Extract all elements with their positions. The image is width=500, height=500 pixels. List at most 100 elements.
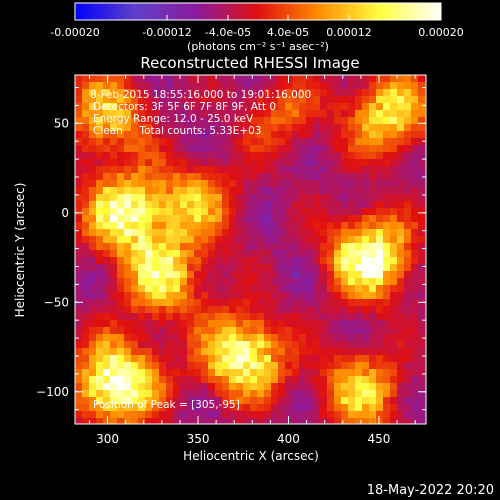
heatmap-cell — [334, 180, 341, 187]
heatmap-cell — [411, 411, 418, 418]
heatmap-cell — [208, 131, 215, 138]
heatmap-cell — [194, 117, 201, 124]
heatmap-cell — [110, 250, 117, 257]
heatmap-cell — [278, 390, 285, 397]
heatmap-cell — [166, 229, 173, 236]
heatmap-cell — [159, 313, 166, 320]
heatmap-cell — [411, 166, 418, 173]
heatmap-cell — [327, 152, 334, 159]
x-tick-label: 300 — [96, 432, 119, 446]
heatmap-cell — [250, 89, 257, 96]
heatmap-cell — [390, 180, 397, 187]
heatmap-cell — [411, 362, 418, 369]
heatmap-cell — [222, 320, 229, 327]
heatmap-cell — [75, 208, 82, 215]
heatmap-cell — [145, 264, 152, 271]
heatmap-cell — [103, 376, 110, 383]
heatmap-cell — [138, 110, 145, 117]
heatmap-cell — [250, 418, 257, 424]
heatmap-cell — [201, 404, 208, 411]
heatmap-cell — [124, 96, 131, 103]
heatmap-cell — [145, 201, 152, 208]
heatmap-cell — [306, 271, 313, 278]
heatmap-cell — [124, 348, 131, 355]
heatmap-cell — [215, 124, 222, 131]
heatmap-cell — [292, 138, 299, 145]
heatmap-cell — [243, 257, 250, 264]
heatmap-cell — [362, 194, 369, 201]
heatmap-cell — [96, 215, 103, 222]
heatmap-cell — [257, 145, 264, 152]
heatmap-cell — [250, 166, 257, 173]
heatmap-cell — [383, 173, 390, 180]
heatmap-cell — [159, 187, 166, 194]
heatmap-cell — [124, 222, 131, 229]
heatmap-cell — [327, 404, 334, 411]
heatmap-cell — [152, 411, 159, 418]
heatmap-cell — [369, 341, 376, 348]
heatmap-cell — [124, 131, 131, 138]
heatmap-cell — [376, 292, 383, 299]
heatmap-cell — [271, 285, 278, 292]
heatmap-cell — [285, 404, 292, 411]
heatmap-cell — [327, 264, 334, 271]
heatmap-cell — [103, 369, 110, 376]
heatmap-cell — [229, 306, 236, 313]
heatmap-cell — [411, 355, 418, 362]
heatmap-cell — [194, 341, 201, 348]
heatmap-cell — [103, 222, 110, 229]
heatmap-cell — [103, 327, 110, 334]
heatmap-cell — [271, 376, 278, 383]
heatmap-cell — [418, 362, 425, 369]
heatmap-cell — [145, 292, 152, 299]
heatmap-cell — [194, 397, 201, 404]
heatmap-cell — [355, 348, 362, 355]
heatmap-cell — [75, 404, 82, 411]
heatmap-cell — [131, 82, 138, 89]
heatmap-cell — [299, 411, 306, 418]
heatmap-cell — [110, 117, 117, 124]
heatmap-cell — [96, 418, 103, 424]
heatmap-cell — [110, 222, 117, 229]
heatmap-cell — [348, 299, 355, 306]
annotation-time-range: 8-Feb-2015 18:55:16.000 to 19:01:16.000 — [90, 89, 311, 101]
heatmap-cell — [229, 215, 236, 222]
heatmap-cell — [131, 117, 138, 124]
heatmap-cell — [278, 222, 285, 229]
heatmap-cell — [306, 75, 313, 82]
heatmap-cell — [320, 124, 327, 131]
heatmap-cell — [180, 355, 187, 362]
heatmap-cell — [313, 257, 320, 264]
heatmap-cell — [103, 313, 110, 320]
heatmap-cell — [341, 327, 348, 334]
heatmap-cell — [411, 320, 418, 327]
heatmap-cell — [173, 376, 180, 383]
heatmap-cell — [236, 201, 243, 208]
heatmap-cell — [376, 369, 383, 376]
heatmap-cell — [82, 75, 89, 82]
heatmap-cell — [215, 264, 222, 271]
heatmap-cell — [306, 292, 313, 299]
heatmap-cell — [117, 369, 124, 376]
heatmap-cell — [208, 264, 215, 271]
heatmap-cell — [194, 166, 201, 173]
heatmap-cell — [173, 89, 180, 96]
heatmap-cell — [369, 138, 376, 145]
heatmap-cell — [201, 145, 208, 152]
heatmap-cell — [264, 89, 271, 96]
heatmap-cell — [271, 299, 278, 306]
heatmap-cell — [278, 257, 285, 264]
heatmap-cell — [194, 82, 201, 89]
heatmap-cell — [229, 362, 236, 369]
heatmap-cell — [411, 334, 418, 341]
heatmap-cell — [334, 348, 341, 355]
heatmap-cell — [285, 411, 292, 418]
heatmap-cell — [103, 215, 110, 222]
heatmap-cell — [362, 187, 369, 194]
heatmap-cell — [82, 250, 89, 257]
heatmap-cell — [313, 180, 320, 187]
heatmap-cell — [96, 334, 103, 341]
heatmap-cell — [201, 243, 208, 250]
heatmap-cell — [369, 103, 376, 110]
heatmap-cell — [341, 390, 348, 397]
